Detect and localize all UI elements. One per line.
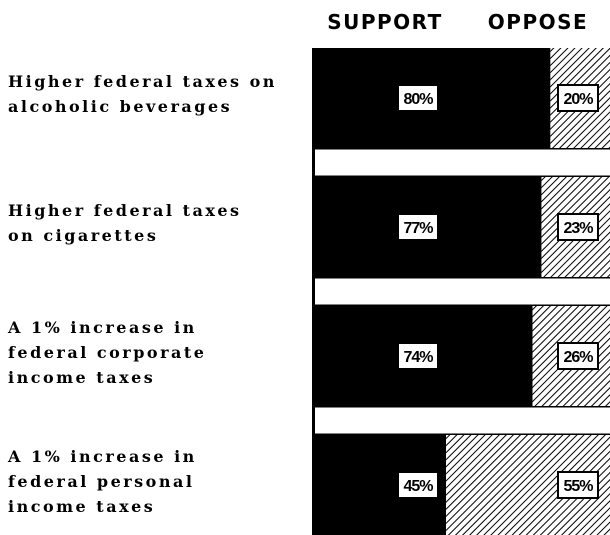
category-label: A 1% increase in federal personal income… (8, 446, 197, 516)
value-label-box (397, 213, 439, 241)
value-label: 74% (403, 349, 433, 366)
value-label: 55% (563, 478, 593, 495)
value-label-box (557, 84, 599, 112)
bar-gap (312, 146, 610, 179)
category-label: A 1% increase in federal corporate incom… (8, 317, 207, 387)
legend-label: OPPOSE (488, 10, 588, 34)
value-label-box (397, 342, 439, 370)
bar-gap (312, 275, 610, 308)
value-label-box (397, 471, 439, 499)
value-label: 23% (563, 220, 593, 237)
value-label: 26% (563, 349, 593, 366)
bar-gap (312, 404, 610, 437)
value-label-box (557, 342, 599, 370)
category-label: Higher federal taxes on alcoholic bevera… (8, 72, 277, 116)
category-label: Higher federal taxes on cigarettes (8, 201, 242, 245)
value-label-box (557, 213, 599, 241)
value-label: 20% (563, 91, 593, 108)
legend-label: SUPPORT (327, 10, 443, 34)
value-label-box (557, 471, 599, 499)
value-label: 45% (403, 478, 433, 495)
value-label: 77% (403, 220, 433, 237)
value-label-box (397, 84, 439, 112)
value-label: 80% (403, 91, 433, 108)
